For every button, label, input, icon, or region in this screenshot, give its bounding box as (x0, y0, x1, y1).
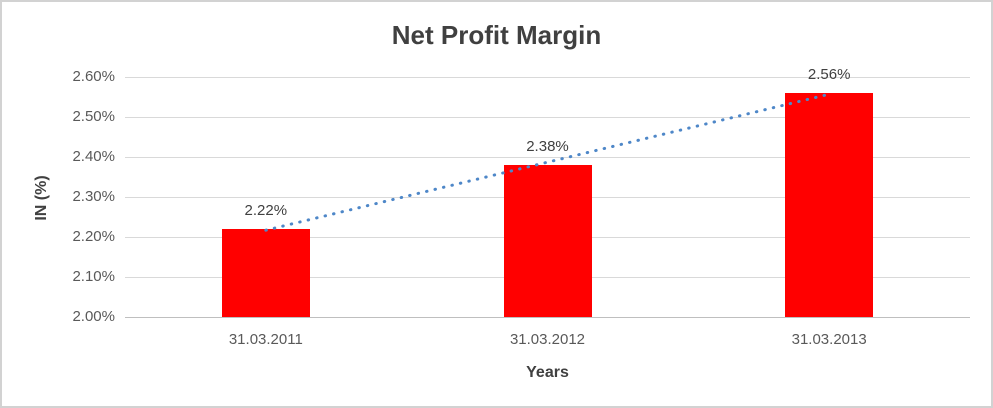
y-tick-label: 2.20% (72, 228, 115, 245)
data-label: 2.38% (526, 138, 569, 155)
bar[interactable] (503, 165, 592, 317)
data-label: 2.56% (807, 66, 851, 83)
y-tick-label: 2.30% (72, 188, 115, 205)
x-tick-label: 31.03.2012 (509, 331, 586, 348)
x-axis-line (125, 317, 970, 318)
x-tick-label: 31.03.2013 (791, 331, 867, 348)
y-tick-label: 2.10% (72, 268, 115, 285)
bar[interactable] (221, 229, 310, 317)
y-tick-label: 2.60% (72, 68, 115, 85)
bar[interactable] (785, 93, 874, 317)
y-tick-label: 2.40% (72, 148, 115, 165)
y-tick-label: 2.50% (72, 108, 115, 125)
y-gridline (125, 77, 970, 78)
chart-title[interactable]: Net Profit Margin (391, 20, 602, 50)
y-tick-label: 2.00% (72, 308, 115, 325)
x-axis-title: Years (526, 364, 569, 381)
x-tick-label: 31.03.2011 (228, 331, 303, 348)
data-label: 2.22% (244, 202, 288, 219)
plot-area[interactable]: 2.22% 2.38% 2.56% (125, 66, 970, 318)
